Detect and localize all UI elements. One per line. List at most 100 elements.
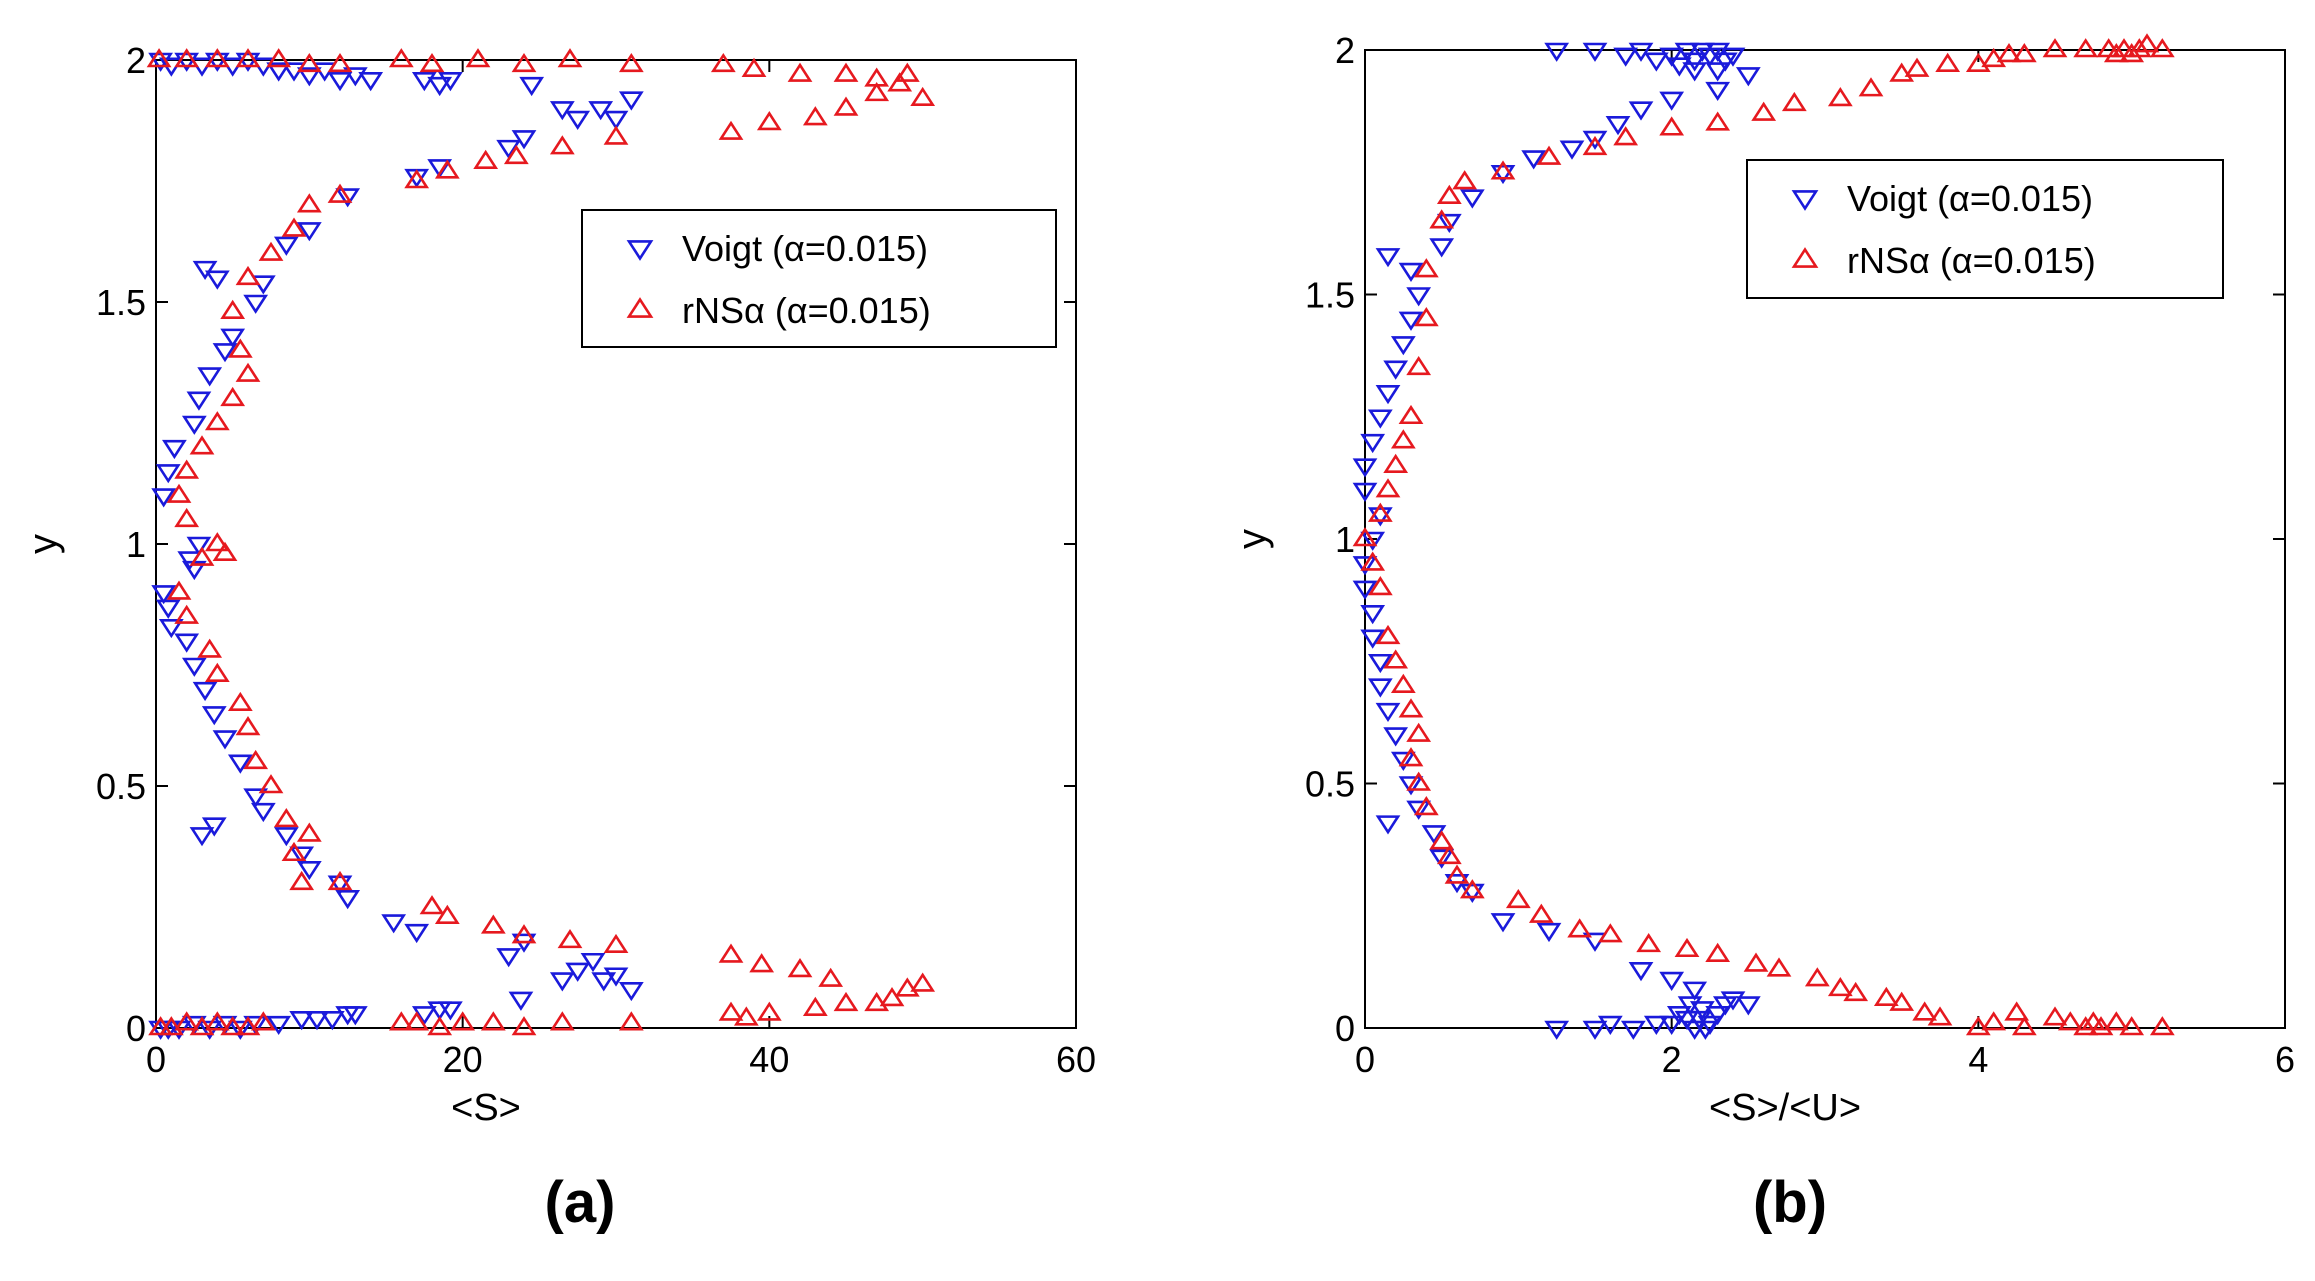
rnsa-point — [741, 57, 767, 77]
voigt-point — [201, 817, 227, 837]
voigt-point — [201, 706, 227, 726]
voigt-point — [381, 914, 407, 934]
voigt-point — [1689, 1001, 1715, 1021]
voigt-point — [1367, 678, 1393, 698]
voigt-point — [511, 130, 537, 150]
voigt-point — [618, 981, 644, 1002]
x-axis-label: <S>/<U> — [1709, 1087, 1861, 1129]
y-tick-label: 0.5 — [96, 766, 146, 807]
rnsa-point — [2073, 1016, 2099, 1036]
rnsa-point — [258, 774, 284, 794]
rnsa-point — [1636, 932, 1662, 953]
voigt-point — [1686, 1010, 1712, 1031]
rnsa-point — [910, 972, 936, 992]
rnsa-point — [2088, 1016, 2114, 1036]
x-tick-label: 4 — [1968, 1039, 1988, 1080]
rnsa-point — [174, 604, 200, 624]
rnsa-point — [227, 338, 253, 358]
rnsa-point — [174, 459, 200, 479]
voigt-point — [1682, 52, 1708, 72]
rnsa-point — [1597, 923, 1623, 943]
voigt-point — [1544, 42, 1570, 62]
rnsa-point — [2103, 42, 2129, 63]
rnsa-point — [1567, 918, 1593, 938]
rnsa-point — [220, 386, 246, 407]
rnsa-point — [1965, 1016, 1991, 1036]
rnsa-point — [864, 67, 890, 87]
rnsa-point — [1436, 184, 1462, 204]
voigt-point — [162, 439, 187, 460]
voigt-point — [1693, 1020, 1718, 1040]
rnsa-point — [1398, 747, 1424, 767]
panel-b: 0 2 4 6 0 0.5 1 1.5 2 <S>/<U> y Voigt (α=0.015) rNSα… — [1230, 30, 2295, 1235]
rnsa-point — [1889, 991, 1915, 1011]
rnsa-point — [1413, 796, 1439, 816]
voigt-point — [1720, 47, 1746, 67]
voigt-point — [1398, 776, 1424, 796]
rnsa-point — [1981, 1011, 2007, 1031]
voigt-point — [1490, 913, 1516, 933]
rnsa-point — [557, 48, 583, 68]
y-tick-label: 1.5 — [96, 282, 146, 323]
rnsa-point — [450, 1011, 476, 1031]
voigt-point — [1677, 996, 1703, 1016]
legend-rnsa-marker — [1791, 247, 1819, 268]
voigt-point — [235, 52, 261, 72]
rnsa-point — [2119, 42, 2145, 63]
voigt-point — [1544, 1020, 1570, 1040]
voigt-point — [1582, 42, 1608, 62]
voigt-point — [342, 67, 368, 87]
voigt-point — [588, 101, 614, 121]
rnsa-point — [258, 241, 284, 261]
y-axis-label: y — [21, 534, 65, 554]
rnsa-point — [2011, 1016, 2037, 1036]
voigt-point — [1582, 1020, 1608, 1040]
x-tick-label: 0 — [146, 1039, 166, 1080]
rnsa-point — [1927, 1006, 1953, 1026]
voigt-point — [181, 657, 207, 677]
rnsa-point — [1360, 551, 1386, 571]
voigt-point — [342, 1006, 368, 1026]
rnsa-point — [281, 841, 307, 862]
rnsa-point — [802, 996, 828, 1016]
rnsa-point — [710, 52, 736, 73]
y-tick-label: 1 — [1335, 519, 1355, 560]
rnsa-point — [204, 48, 230, 68]
rnsa-point — [2103, 1011, 2129, 1031]
rnsa-point — [1843, 981, 1869, 1002]
rnsa-point — [887, 72, 913, 92]
rnsa-point — [235, 265, 261, 286]
rnsa-point — [756, 1001, 782, 1021]
rnsa-point — [388, 1011, 414, 1031]
rnsa-point — [1889, 62, 1915, 82]
voigt-point — [427, 76, 453, 97]
rnsa-point — [549, 1011, 575, 1031]
legend-label: rNSα (α=0.015) — [682, 290, 931, 331]
voigt-point — [1674, 42, 1700, 62]
voigt-point — [296, 222, 322, 242]
voigt-point — [1406, 800, 1432, 820]
voigt-point — [438, 72, 463, 92]
rnsa-point — [503, 144, 529, 165]
rnsa-point — [2073, 38, 2099, 58]
voigt-point — [1628, 42, 1654, 62]
rnsa-point — [1367, 502, 1393, 522]
voigt-point — [158, 618, 184, 639]
voigt-point — [565, 110, 591, 130]
rnsa-point — [1429, 209, 1455, 229]
rnsa-point — [189, 1016, 215, 1036]
rnsa-point — [204, 1011, 230, 1031]
voigt-point — [227, 1020, 253, 1040]
voigt-point — [1659, 1015, 1685, 1036]
voigt-point — [174, 52, 200, 72]
rnsa-point — [404, 1011, 430, 1031]
rnsa-point — [1766, 957, 1792, 977]
voigt-point — [250, 802, 276, 823]
rnsa-point — [879, 987, 905, 1007]
rnsa-point — [1781, 91, 1807, 112]
legend-box — [1746, 159, 2224, 299]
rnsa-point — [1390, 673, 1416, 694]
voigt-point — [212, 343, 238, 363]
voigt-point — [1613, 47, 1639, 67]
rnsa-point — [864, 991, 890, 1012]
